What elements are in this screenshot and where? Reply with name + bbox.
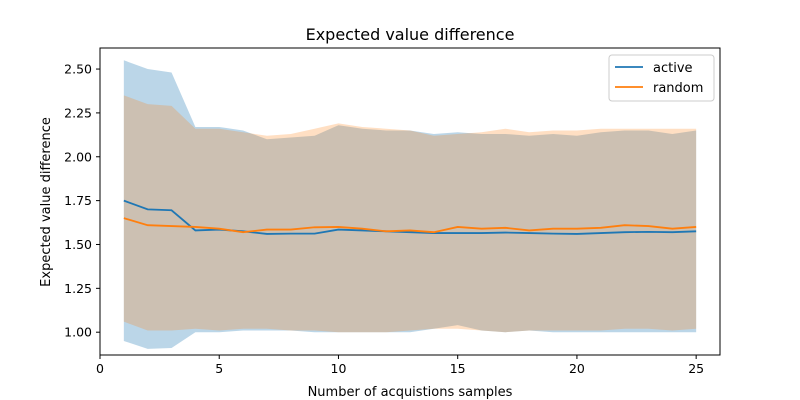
y-tick-label: 1.50 (64, 237, 92, 252)
y-axis-ticks: 1.00 1.25 1.50 1.75 2.00 2.25 2.50 (64, 62, 100, 340)
legend: active random (608, 54, 715, 102)
legend-label-random: random (653, 81, 703, 96)
plot-frame (99, 47, 721, 356)
y-tick-label: 2.50 (64, 62, 92, 77)
legend-label-active: active (653, 61, 693, 76)
series-line-random (123, 217, 697, 234)
band-active (123, 60, 697, 349)
band-random (123, 95, 697, 333)
x-tick-label: 25 (688, 361, 704, 376)
y-tick-label: 1.75 (64, 193, 92, 208)
x-tick-label: 5 (215, 361, 223, 376)
x-tick-label: 0 (96, 361, 104, 376)
y-tick-label: 2.25 (64, 105, 92, 120)
series-lines (123, 199, 697, 235)
x-axis-ticks: 0 5 10 15 20 25 (96, 355, 704, 376)
y-axis-label: Expected value difference (39, 117, 54, 287)
chart-title: Expected value difference (306, 25, 515, 44)
x-axis-label: Number of acquistions samples (308, 385, 513, 400)
y-tick-label: 1.25 (64, 281, 92, 296)
x-tick-label: 20 (569, 361, 585, 376)
confidence-bands (123, 60, 697, 349)
y-tick-label: 1.00 (64, 325, 92, 340)
y-tick-label: 2.00 (64, 149, 92, 164)
x-tick-label: 15 (450, 361, 466, 376)
x-tick-label: 10 (331, 361, 347, 376)
